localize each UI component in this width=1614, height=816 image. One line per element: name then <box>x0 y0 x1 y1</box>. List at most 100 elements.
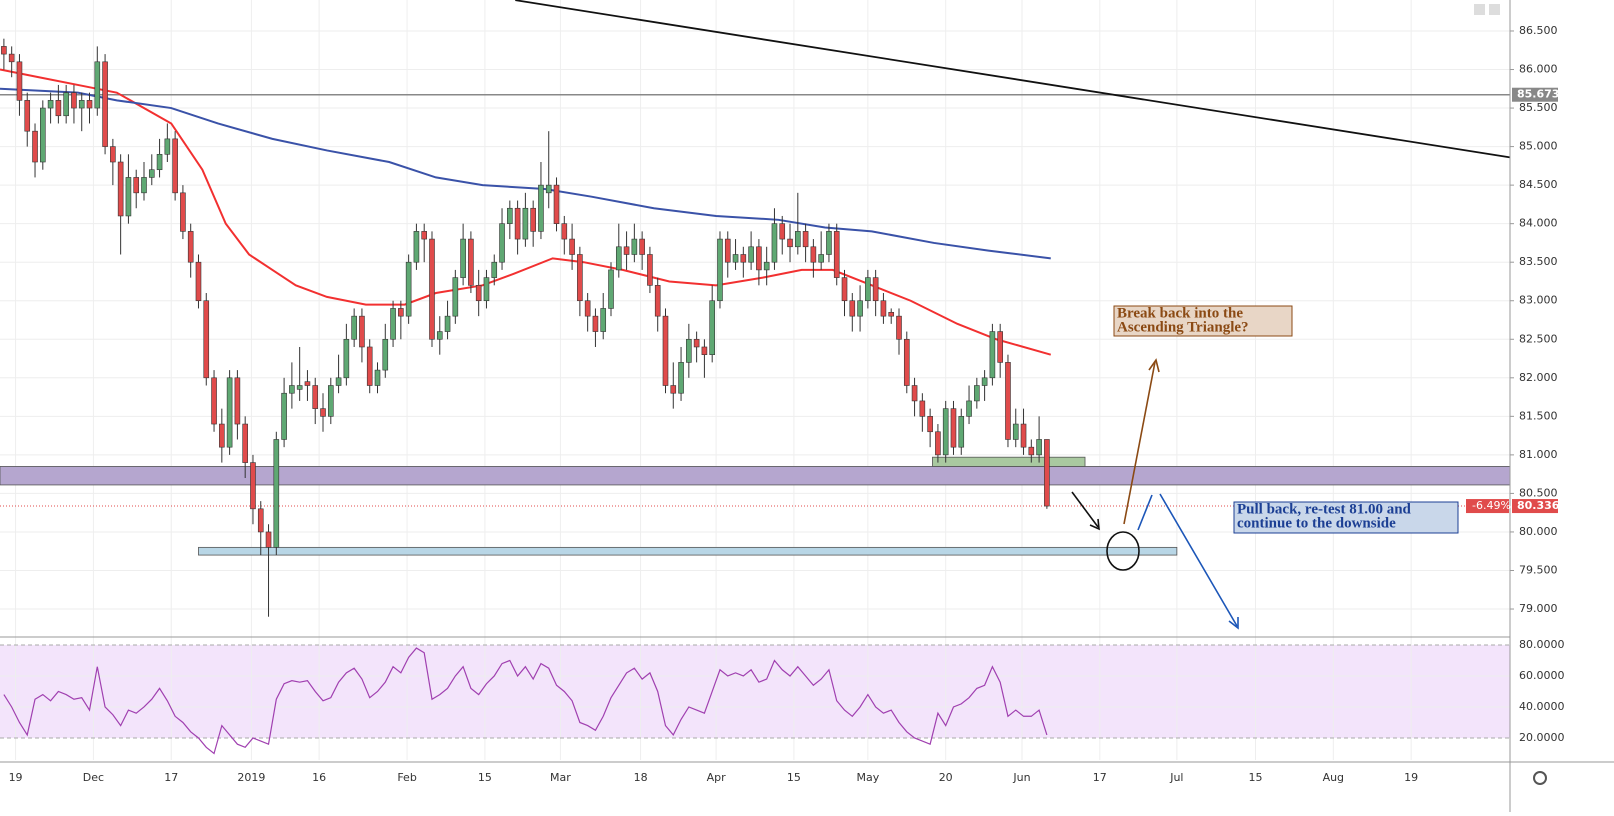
x-tick-label: Aug <box>1323 771 1344 784</box>
candle-body <box>40 107 46 163</box>
candle-body <box>935 431 941 456</box>
candle-body <box>312 385 319 409</box>
arrow-head <box>1148 358 1160 373</box>
candle-body <box>359 315 365 348</box>
candle-body <box>398 308 404 317</box>
x-tick-label: Jun <box>1012 771 1030 784</box>
candle-body <box>802 231 809 248</box>
annotation-box <box>1113 305 1293 337</box>
rsi-tick-label: 60.0000 <box>1519 669 1565 682</box>
rsi-tick-label: 20.0000 <box>1519 731 1565 744</box>
candle-body <box>654 285 661 317</box>
candle-body <box>304 381 311 386</box>
y-tick-label: 83.500 <box>1519 255 1558 268</box>
annotation-text: Ascending Triangle? <box>1117 319 1249 335</box>
candle-body <box>1020 423 1027 448</box>
y-tick-label: 82.500 <box>1519 332 1558 345</box>
candle-body <box>530 207 536 232</box>
candle-body <box>615 246 622 271</box>
candle-body <box>833 231 840 278</box>
candle-body <box>250 462 256 510</box>
candle-body <box>709 300 715 355</box>
candle-body <box>662 315 669 386</box>
candle-body <box>226 377 233 448</box>
x-tick-label: 17 <box>1093 771 1107 784</box>
candle-body <box>382 338 389 371</box>
candle-body <box>826 231 832 255</box>
candle-body <box>950 408 957 448</box>
candle-body <box>148 169 155 178</box>
candle-body <box>553 184 560 224</box>
candle-body <box>857 300 863 317</box>
y-tick-label: 85.000 <box>1519 140 1558 153</box>
candle-body <box>273 439 280 548</box>
candle-body <box>195 261 202 302</box>
candle-body <box>911 385 918 402</box>
candle-body <box>810 246 817 263</box>
candle-body <box>187 231 194 263</box>
settings-icon[interactable] <box>1533 771 1547 785</box>
candle-body <box>670 385 677 394</box>
candle-body <box>265 531 272 548</box>
y-tick-label: 79.500 <box>1519 563 1558 576</box>
candle-body <box>600 308 607 332</box>
candle-body <box>1028 446 1035 456</box>
candle-body <box>374 369 381 386</box>
y-tick-label: 80.500 <box>1519 486 1558 499</box>
candle-body <box>94 61 101 109</box>
candle-body <box>974 385 980 402</box>
candle-body <box>320 408 326 417</box>
candle-body <box>795 231 801 248</box>
candle-body <box>1005 362 1011 440</box>
candle-body <box>569 238 575 255</box>
x-tick-label: 19 <box>9 771 23 784</box>
candle-body <box>296 385 303 390</box>
candle-body <box>117 161 124 217</box>
candle-body <box>584 300 591 317</box>
candle-body <box>896 315 902 340</box>
candle-body <box>460 238 466 278</box>
annotation-text: Pull back, re-test 81.00 and <box>1237 501 1412 517</box>
candle-body <box>234 377 241 425</box>
candle-body <box>172 138 178 194</box>
y-tick-label: 84.500 <box>1519 178 1558 191</box>
rsi-band <box>0 644 1510 738</box>
moving-average <box>0 68 1052 356</box>
x-tick-label: 19 <box>1404 771 1418 784</box>
candle-body <box>561 223 568 240</box>
candle-body <box>289 385 295 394</box>
candle-body <box>787 238 793 248</box>
candle-body <box>1036 439 1042 456</box>
level-tag <box>1512 87 1558 102</box>
x-tick-label: 18 <box>634 771 648 784</box>
candle-body <box>102 61 108 147</box>
toolbar-icon[interactable] <box>1489 4 1500 15</box>
candle-body <box>732 254 739 263</box>
y-tick-label: 84.000 <box>1519 217 1558 230</box>
candle-body <box>989 331 996 379</box>
candle-body <box>24 100 31 132</box>
candle-body <box>32 130 38 163</box>
y-tick-label: 80.000 <box>1519 525 1558 538</box>
candle-body <box>981 377 988 386</box>
candle-body <box>763 261 770 271</box>
x-tick-label: 20 <box>939 771 953 784</box>
annotation-text: continue to the downside <box>1237 515 1396 531</box>
candle-body <box>639 238 645 255</box>
annotation-text: Break back into the <box>1117 305 1243 321</box>
candle-body <box>452 277 459 317</box>
rsi-tick-label: 80.0000 <box>1519 638 1565 651</box>
candle-body <box>180 192 186 232</box>
arrow-head <box>1089 518 1100 531</box>
change-tag <box>1466 499 1509 514</box>
candle-body <box>849 300 856 317</box>
candle-body <box>779 223 786 240</box>
arrow <box>1159 493 1238 627</box>
candle-body <box>678 362 684 394</box>
candle-body <box>335 377 342 386</box>
zone <box>932 456 1086 467</box>
y-tick-label: 82.000 <box>1519 371 1558 384</box>
toolbar-icon[interactable] <box>1474 4 1485 15</box>
candle-body <box>211 377 217 425</box>
